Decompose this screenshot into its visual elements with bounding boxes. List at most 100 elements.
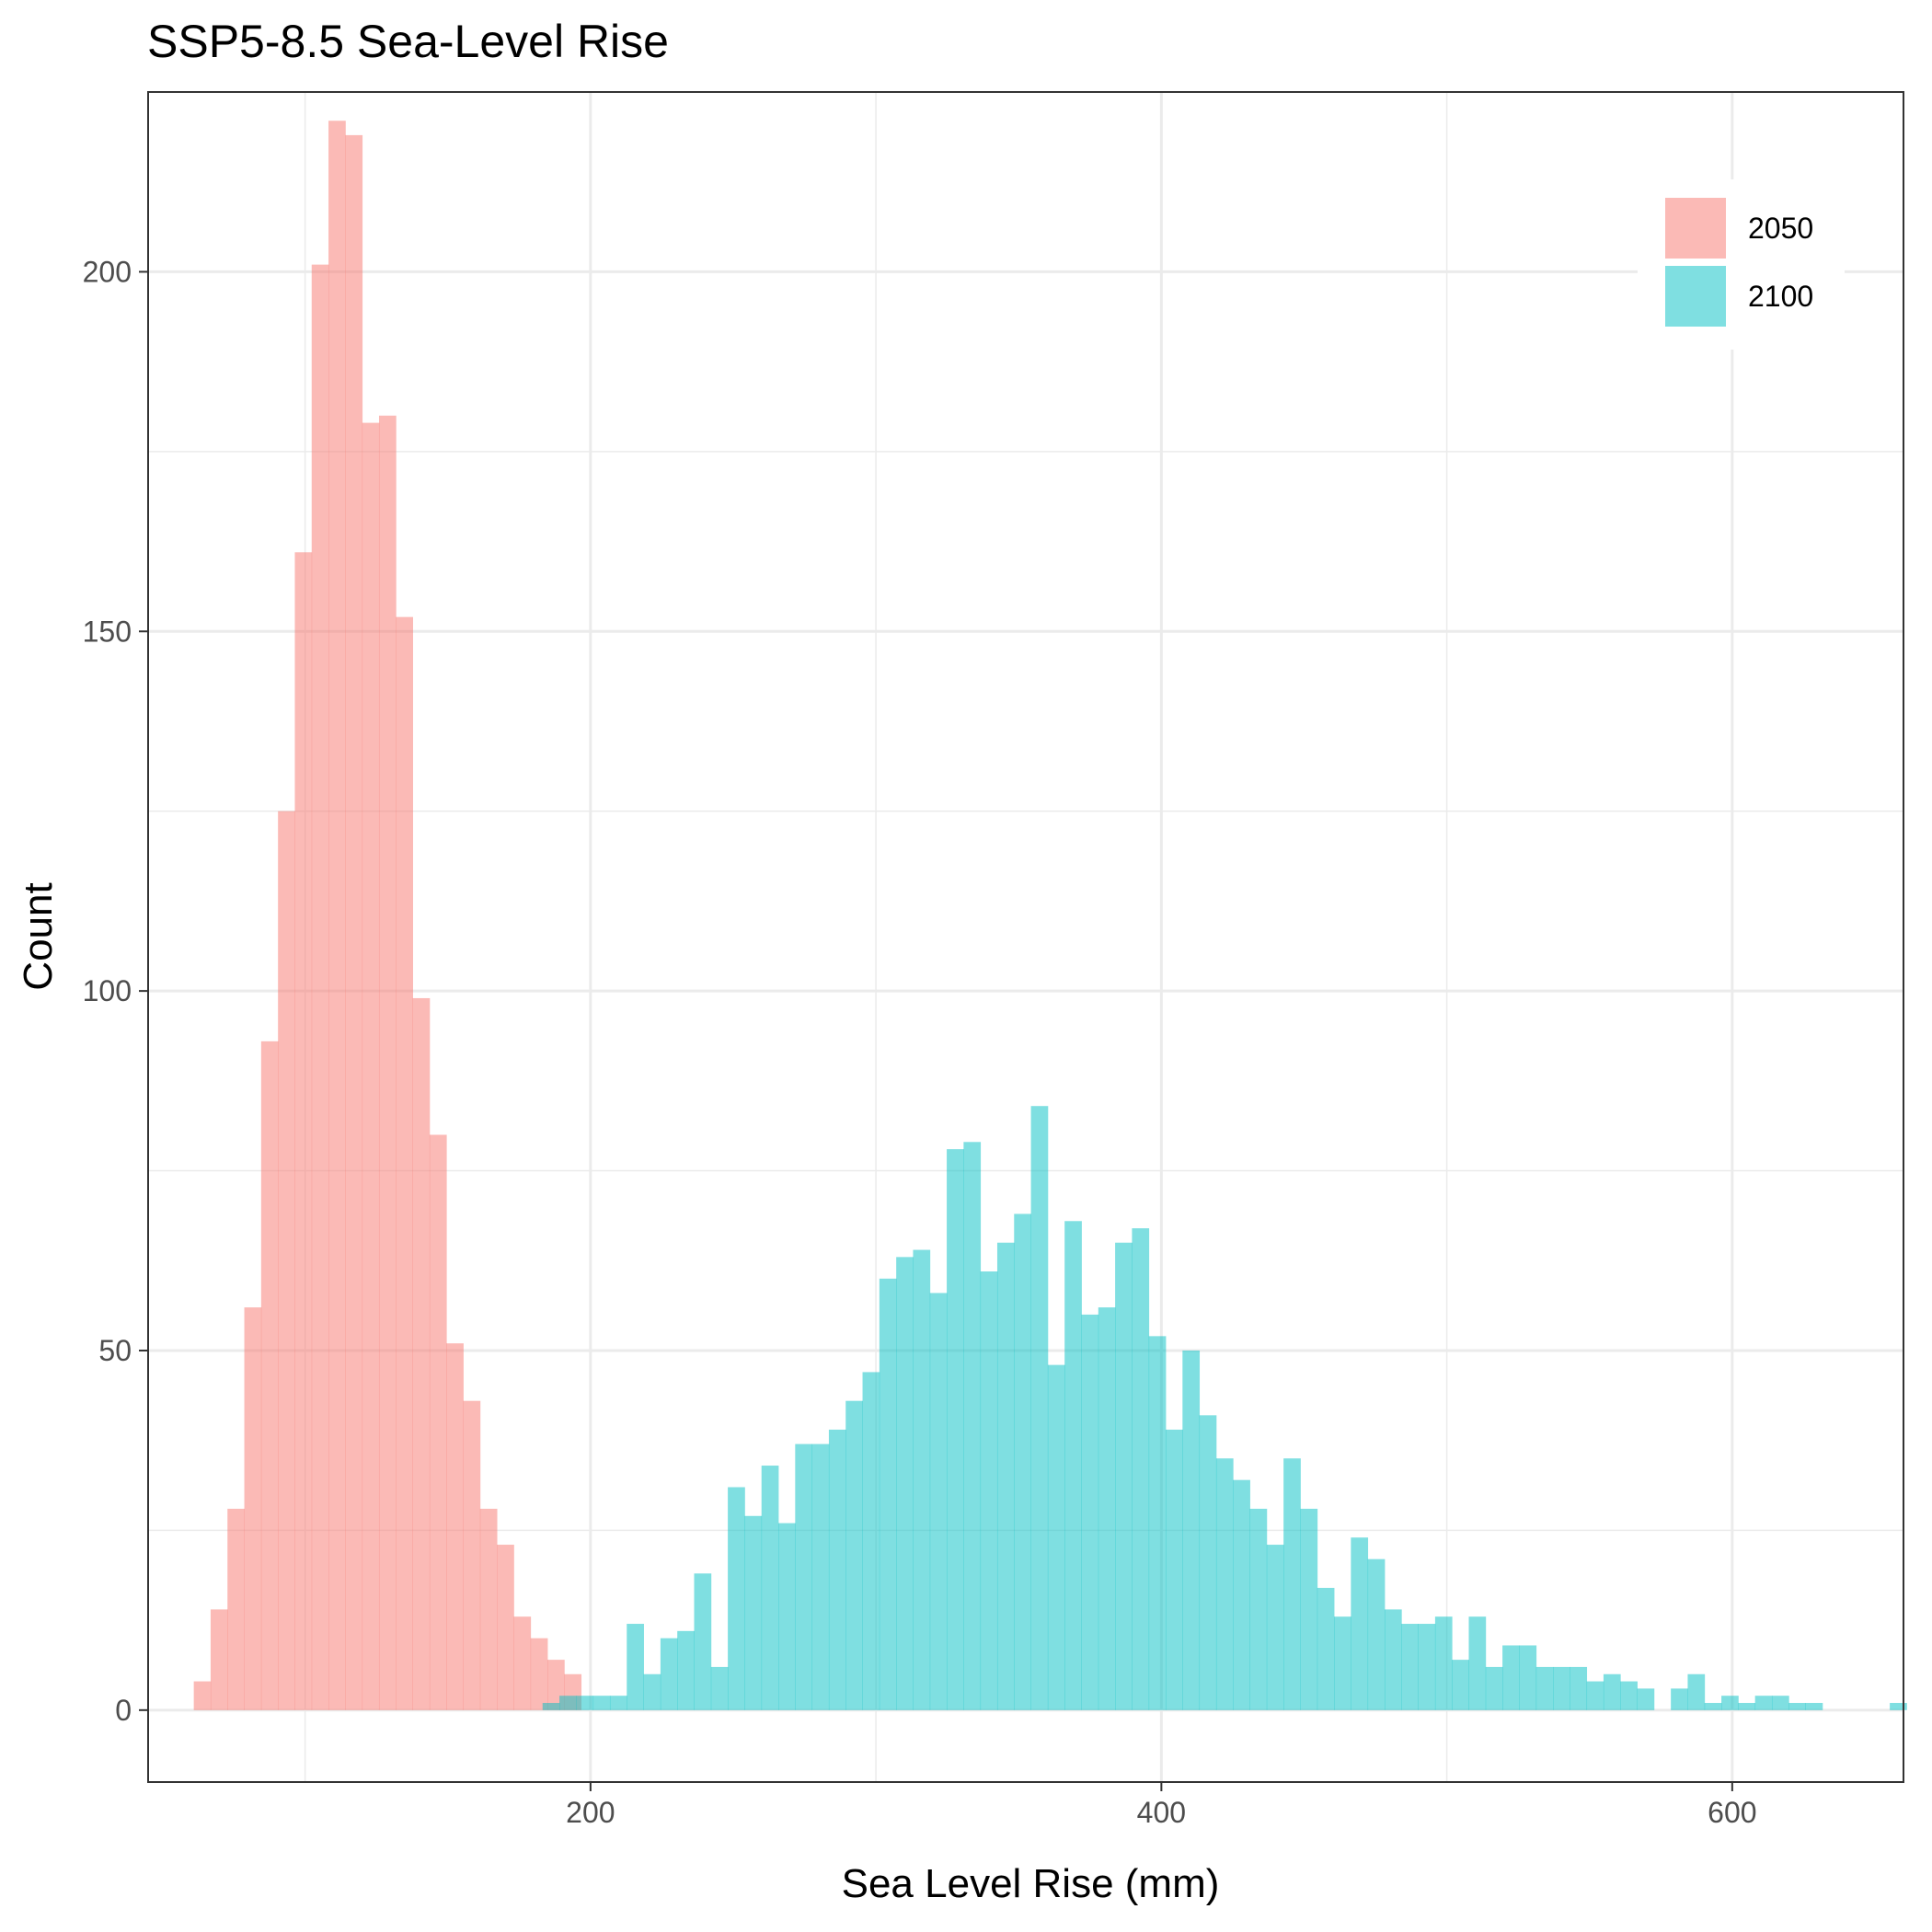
bar-2100 <box>1603 1673 1621 1710</box>
bar-2100 <box>879 1278 897 1710</box>
bar-2100 <box>1788 1703 1806 1710</box>
x-axis-title: Sea Level Rise (mm) <box>842 1861 1220 1906</box>
bar-2100 <box>1081 1314 1099 1710</box>
y-tick-label: 150 <box>83 615 132 648</box>
bar-2100 <box>1132 1228 1150 1710</box>
bar-2100 <box>1452 1660 1469 1710</box>
bar-2050 <box>278 811 295 1710</box>
bar-2050 <box>193 1681 212 1710</box>
bar-2050 <box>530 1638 548 1710</box>
bar-2100 <box>744 1515 763 1710</box>
x-tick-label: 600 <box>1708 1796 1756 1829</box>
bar-2100 <box>660 1638 678 1710</box>
bar-2100 <box>1266 1545 1284 1710</box>
bar-2100 <box>1249 1508 1268 1710</box>
bar-2050 <box>497 1545 514 1710</box>
bar-2100 <box>845 1400 863 1710</box>
bar-2100 <box>1671 1688 1688 1710</box>
bar-2100 <box>1468 1616 1487 1710</box>
bar-2100 <box>1721 1696 1739 1710</box>
bar-2100 <box>1300 1508 1318 1710</box>
bar-2100 <box>1283 1458 1301 1710</box>
bar-2100 <box>609 1696 627 1710</box>
bar-2100 <box>1586 1681 1604 1710</box>
bar-2100 <box>1754 1696 1773 1710</box>
bar-2100 <box>1233 1479 1250 1710</box>
bar-2100 <box>592 1696 611 1710</box>
bar-2100 <box>761 1466 779 1710</box>
bar-2100 <box>1637 1688 1655 1710</box>
bar-2100 <box>913 1249 931 1710</box>
bar-2100 <box>1351 1537 1369 1710</box>
bar-2100 <box>929 1293 948 1710</box>
bar-2100 <box>947 1149 964 1710</box>
x-tick-label: 400 <box>1137 1796 1186 1829</box>
bar-2100 <box>542 1703 560 1710</box>
bar-2100 <box>1115 1242 1133 1710</box>
bar-2050 <box>479 1508 498 1710</box>
bar-2100 <box>811 1443 830 1710</box>
bar-2100 <box>1805 1703 1823 1710</box>
bar-2100 <box>1166 1429 1183 1710</box>
bar-2100 <box>576 1696 594 1710</box>
bar-2100 <box>694 1573 712 1710</box>
bar-2100 <box>996 1242 1015 1710</box>
bar-2050 <box>378 415 397 1710</box>
legend-key-2100 <box>1665 266 1726 327</box>
histogram-bars <box>193 121 1907 1710</box>
bar-2100 <box>795 1443 813 1710</box>
bar-2100 <box>1334 1616 1351 1710</box>
bar-2100 <box>1064 1221 1082 1710</box>
bar-2100 <box>710 1666 729 1710</box>
bar-2050 <box>294 552 313 1710</box>
bar-2100 <box>1098 1307 1116 1710</box>
y-axis-title: Count <box>16 882 61 990</box>
bar-2100 <box>1148 1336 1167 1710</box>
bar-2100 <box>1535 1666 1554 1710</box>
y-tick-label: 50 <box>98 1334 132 1367</box>
bar-2050 <box>446 1343 464 1710</box>
bar-2100 <box>1030 1106 1049 1710</box>
bar-2100 <box>1418 1624 1436 1710</box>
y-tick-label: 200 <box>83 255 132 288</box>
bar-2050 <box>260 1041 279 1710</box>
bar-2100 <box>963 1142 982 1710</box>
bar-2050 <box>328 121 346 1710</box>
bar-2100 <box>1317 1587 1335 1710</box>
bar-2100 <box>728 1487 745 1710</box>
plot-border <box>147 91 1904 1783</box>
bar-2100 <box>1215 1458 1234 1710</box>
legend: 2050 2100 <box>1638 179 1845 350</box>
legend-label-2050: 2050 <box>1748 212 1813 245</box>
bar-2050 <box>345 134 363 1710</box>
bar-2050 <box>311 264 329 1710</box>
bar-2050 <box>463 1400 481 1710</box>
bar-2100 <box>896 1257 914 1710</box>
bar-2100 <box>778 1523 796 1710</box>
bar-2100 <box>1620 1681 1638 1710</box>
bar-2050 <box>210 1609 228 1710</box>
bar-2100 <box>1553 1666 1570 1710</box>
x-tick-label: 200 <box>566 1796 615 1829</box>
bar-2050 <box>513 1616 532 1710</box>
bar-2100 <box>1434 1616 1453 1710</box>
bar-2050 <box>396 616 413 1710</box>
bar-2100 <box>1687 1673 1706 1710</box>
bar-2100 <box>677 1630 695 1710</box>
bar-2050 <box>412 997 431 1710</box>
bar-2100 <box>1485 1666 1503 1710</box>
bar-2100 <box>559 1696 577 1710</box>
bar-2050 <box>429 1134 447 1710</box>
y-tick-label: 0 <box>115 1694 132 1727</box>
bar-2100 <box>1502 1645 1520 1710</box>
bar-2100 <box>1199 1415 1217 1710</box>
bar-2100 <box>1570 1666 1588 1710</box>
bar-2050 <box>244 1307 262 1710</box>
bar-2100 <box>1367 1558 1386 1710</box>
legend-label-2100: 2100 <box>1748 280 1813 313</box>
axis-ticks: 200 400 600 0 50 100 150 200 <box>83 255 1757 1829</box>
bar-2100 <box>862 1372 880 1710</box>
bar-2050 <box>227 1508 245 1710</box>
bar-2100 <box>1047 1364 1065 1710</box>
bar-2100 <box>643 1673 661 1710</box>
